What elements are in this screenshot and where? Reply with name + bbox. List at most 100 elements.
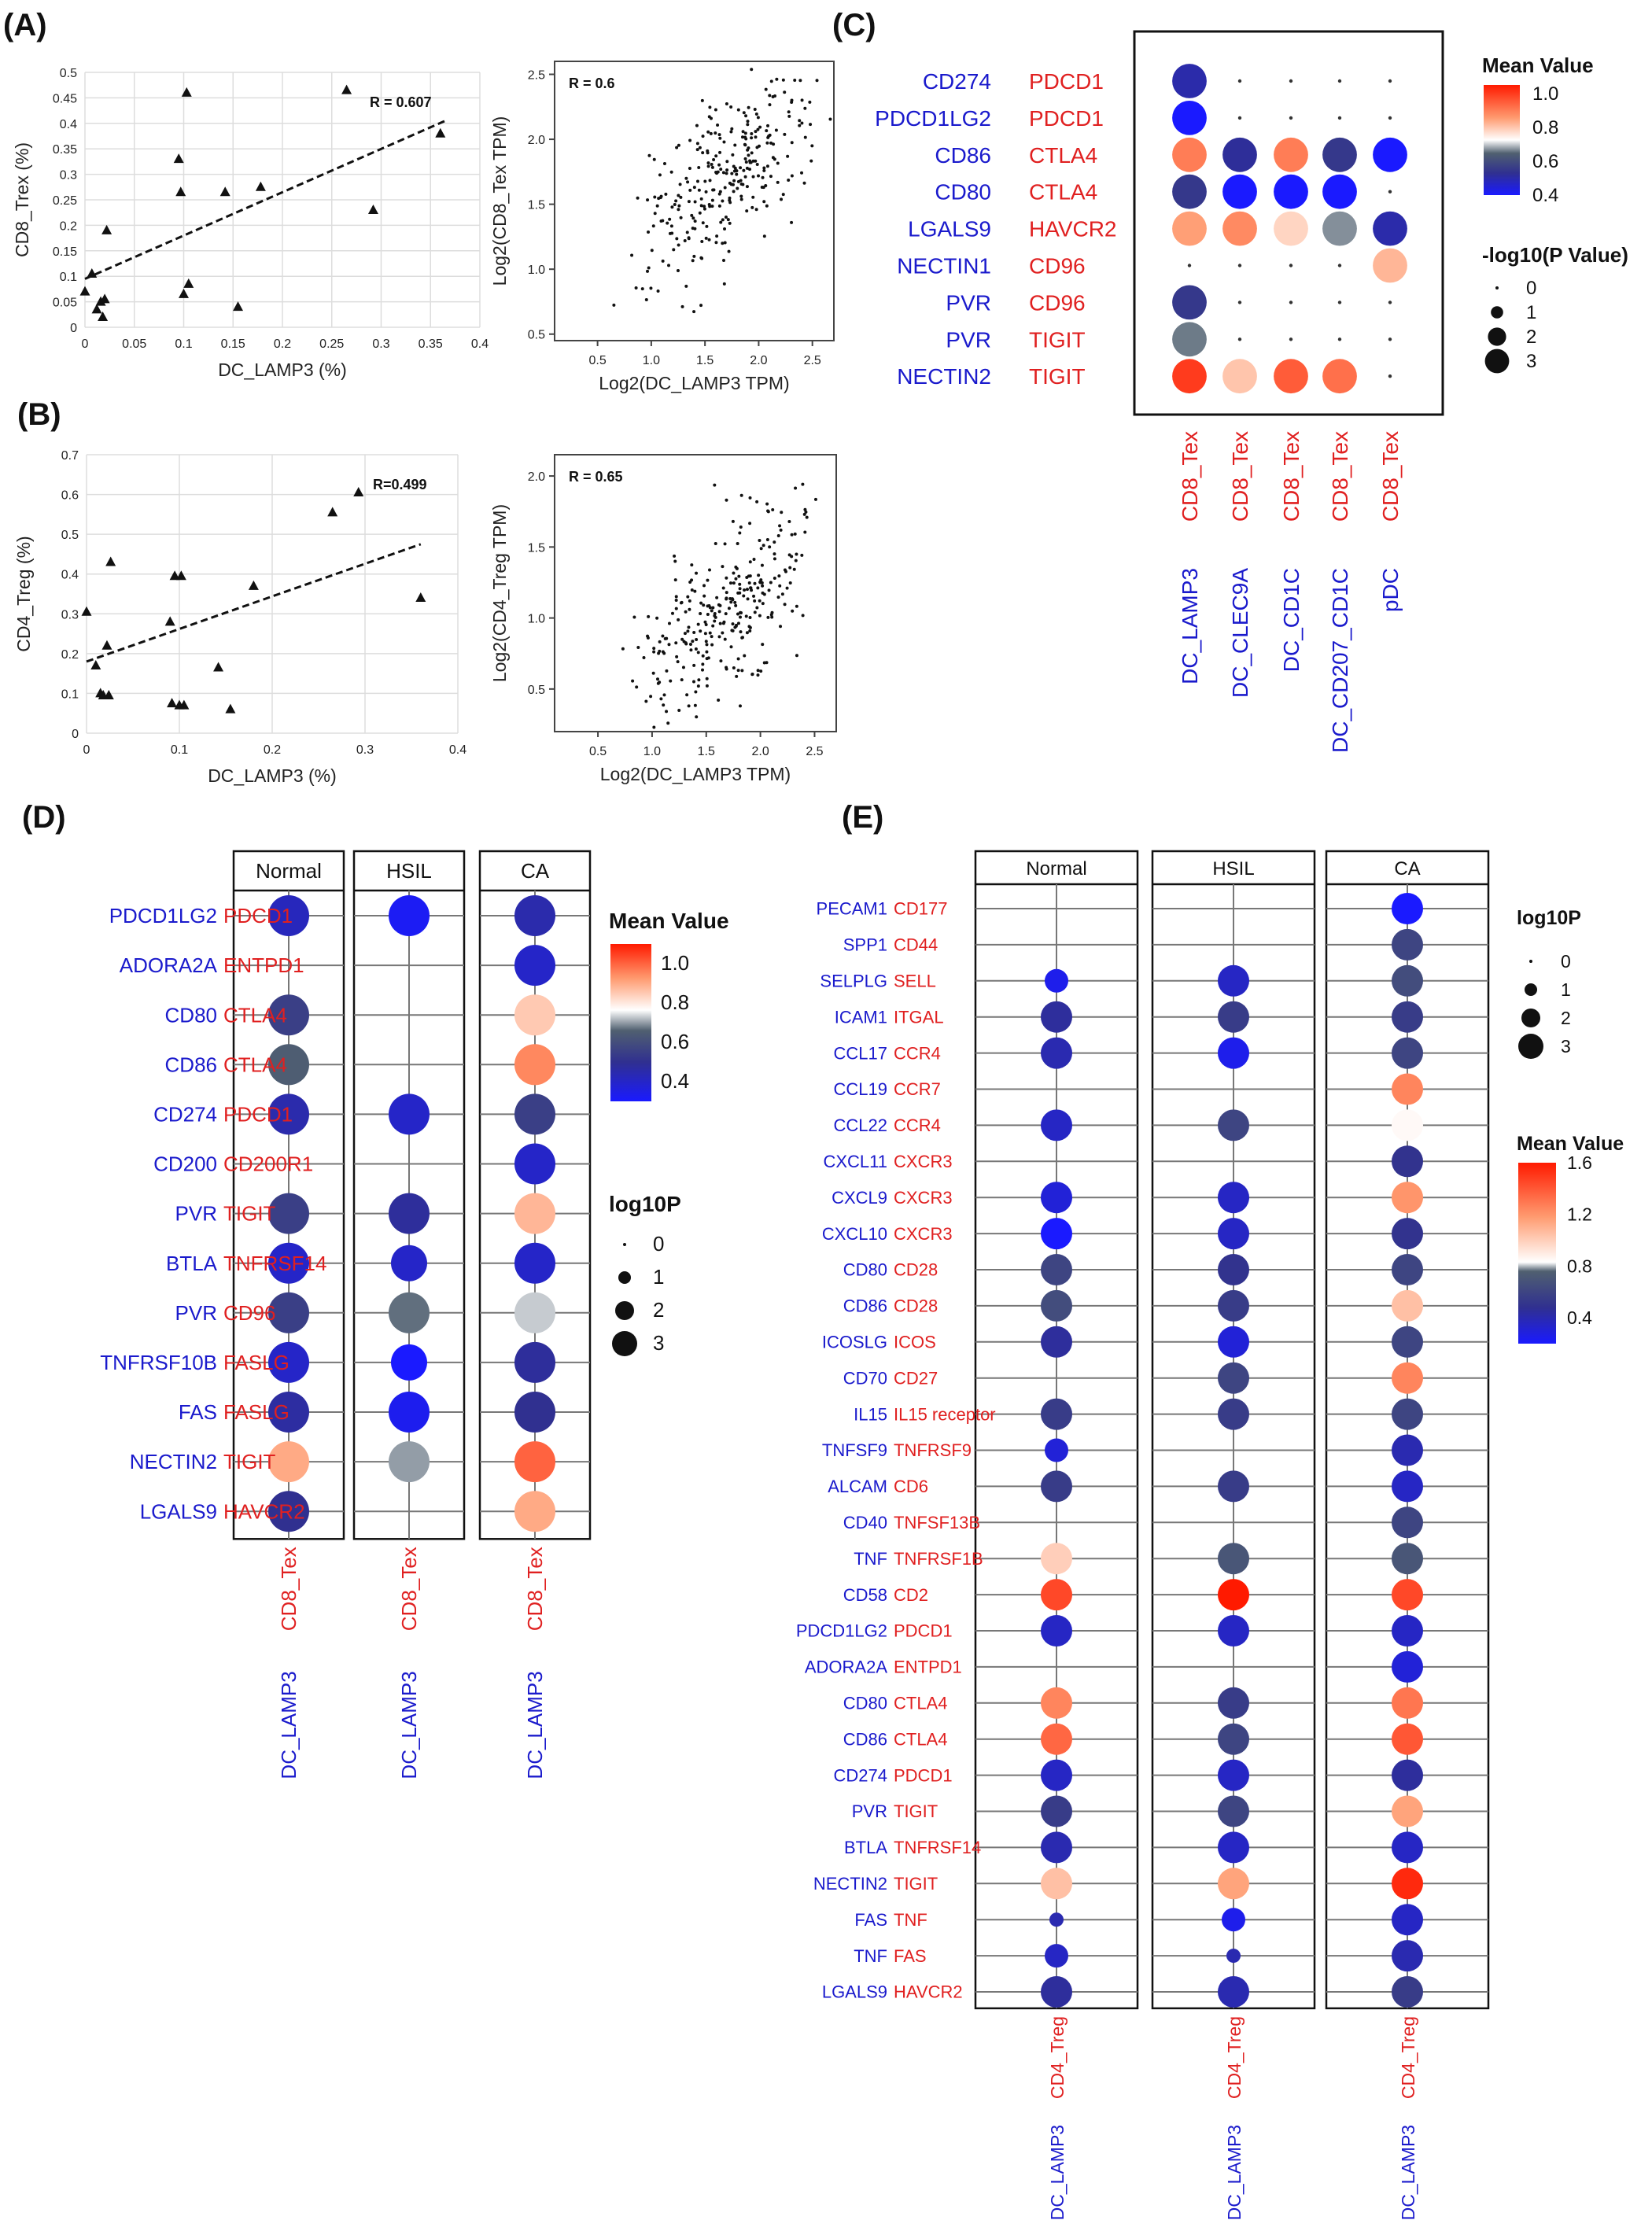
dot [514, 1242, 555, 1284]
data-point [704, 236, 708, 240]
data-point [788, 566, 792, 570]
data-point [787, 520, 791, 524]
dotplot-panel-d: Normal CD8_Tex DC_LAMP3 HSIL CD8_Tex DC_LAMP3… [100, 850, 729, 1779]
dot [514, 945, 555, 986]
data-point [708, 205, 712, 208]
dot-insignificant [1337, 301, 1342, 304]
dot [1172, 359, 1207, 394]
dot [1373, 211, 1407, 246]
panel-label-a: (A) [3, 8, 47, 42]
data-point [699, 601, 703, 605]
dot [1373, 248, 1407, 283]
row-ligand-label: CCL17 [834, 1043, 887, 1063]
scatter-b-left: 0 0.1 0.2 0.3 0.4 0 0.1 0.2 0.3 0.4 0.5 0.6 0.7 DC_LA… [13, 449, 466, 786]
data-point [179, 699, 190, 710]
y-tick-label: 2.0 [528, 470, 545, 484]
data-point [717, 163, 721, 167]
dot [1392, 1615, 1423, 1647]
data-point [791, 609, 795, 613]
dot [1218, 1795, 1249, 1827]
row-ligand-label: PVR [852, 1801, 887, 1821]
data-point [772, 142, 776, 146]
data-point [729, 600, 733, 604]
dot [1218, 1109, 1249, 1141]
dot-insignificant [1289, 79, 1293, 83]
dot [1392, 1543, 1423, 1575]
row-ligand-label: CXCL11 [823, 1152, 887, 1171]
data-point [801, 614, 805, 618]
dot-insignificant [1289, 264, 1293, 267]
data-point [175, 186, 186, 197]
dot [1041, 1398, 1072, 1430]
row-receptor-label: CTLA4 [223, 1003, 287, 1027]
row-receptor-label: FASLG [223, 1400, 289, 1424]
data-point [90, 660, 101, 670]
row-receptor-label: PDCD1 [223, 904, 293, 927]
data-point [179, 288, 189, 298]
data-point [774, 128, 778, 132]
data-point [705, 643, 709, 647]
row-receptor-label: FASLG [223, 1351, 289, 1374]
dot [1041, 1289, 1072, 1322]
dot [1392, 1976, 1423, 2008]
data-point [655, 204, 659, 208]
row-ligand-label: NECTIN2 [897, 364, 991, 389]
dot [268, 1441, 309, 1483]
data-point [755, 606, 759, 610]
data-point [686, 595, 690, 599]
color-legend-tick: 0.6 [1532, 151, 1558, 172]
data-point [783, 568, 787, 572]
row-receptor-label: CD27 [894, 1368, 938, 1388]
x-tick-label: 2.5 [806, 745, 823, 758]
data-point [728, 597, 732, 601]
dot [1392, 1868, 1423, 1900]
data-point [729, 105, 733, 109]
data-point [677, 208, 680, 212]
size-legend-dot [1529, 960, 1532, 963]
row-receptor-label: PDCD1 [894, 1765, 953, 1785]
dot [1392, 1506, 1423, 1539]
row-receptor-label: CTLA4 [894, 1694, 947, 1713]
column-label-receptor: CD8_Tex [277, 1547, 301, 1631]
row-ligand-label: PVR [175, 1202, 217, 1226]
dot [1041, 1687, 1072, 1719]
dot [1172, 100, 1207, 135]
data-point [766, 124, 770, 127]
row-receptor-label: PDCD1 [223, 1103, 293, 1127]
data-point [743, 588, 747, 592]
dot [268, 1242, 309, 1284]
y-tick-label: 0.1 [60, 271, 77, 284]
data-point [658, 649, 662, 653]
data-point [101, 224, 112, 234]
data-point [742, 111, 746, 115]
row-ligand-label: TNF [854, 1946, 887, 1966]
data-point [103, 689, 114, 699]
dot [1172, 211, 1207, 246]
row-ligand-label: NECTIN1 [897, 254, 991, 278]
dot [1218, 1326, 1249, 1358]
data-point [696, 651, 700, 655]
row-ligand-label: ICAM1 [835, 1007, 887, 1027]
data-point [675, 655, 679, 658]
data-point [748, 496, 752, 500]
data-point [743, 157, 747, 160]
size-legend-dot [618, 1271, 631, 1284]
data-point [732, 581, 736, 585]
y-tick-label: 0.5 [528, 684, 545, 697]
row-receptor-label: CCR4 [894, 1116, 941, 1135]
dot [1041, 1976, 1072, 2008]
data-point [731, 519, 735, 523]
data-point [688, 599, 691, 603]
data-point [706, 613, 710, 617]
row-ligand-label: BTLA [166, 1252, 218, 1275]
row-receptor-label: PDCD1 [894, 1621, 953, 1641]
dot [1041, 1037, 1072, 1069]
column-label-receptor: CD4_Treg [1224, 2016, 1245, 2099]
row-receptor-label: ENTPD1 [894, 1658, 962, 1677]
data-point [718, 603, 722, 607]
y-tick-label: 0.25 [53, 194, 77, 208]
data-point [765, 204, 769, 208]
data-point [690, 563, 694, 567]
data-point [723, 542, 727, 546]
